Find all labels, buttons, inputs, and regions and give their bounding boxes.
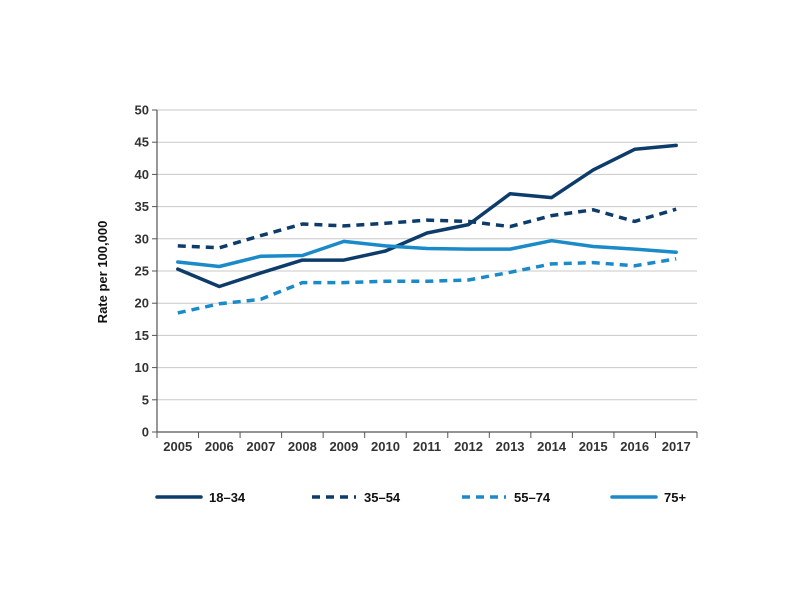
y-tick-label: 5 bbox=[142, 392, 149, 407]
x-tick-label: 2011 bbox=[413, 439, 441, 454]
legend-label-3: 55–74 bbox=[514, 490, 551, 505]
y-tick-label: 45 bbox=[135, 135, 149, 150]
y-tick-label: 40 bbox=[135, 167, 149, 182]
series-line-2 bbox=[177, 207, 677, 250]
y-tick-label: 50 bbox=[135, 103, 149, 118]
y-tick-label: 20 bbox=[135, 296, 149, 311]
y-tick-label: 15 bbox=[135, 328, 149, 343]
legend-label-4: 75+ bbox=[664, 490, 686, 505]
axes bbox=[152, 109, 698, 438]
legend-label-2: 35–54 bbox=[364, 490, 401, 505]
x-tick-label: 2013 bbox=[496, 439, 525, 454]
grid-lines bbox=[157, 109, 697, 401]
y-tick-label: 25 bbox=[135, 264, 149, 279]
x-tick-label: 2007 bbox=[246, 439, 275, 454]
y-tick-label: 0 bbox=[142, 425, 149, 440]
x-tick-label: 2006 bbox=[205, 439, 234, 454]
y-tick-label: 35 bbox=[135, 199, 149, 214]
x-tick-label: 2009 bbox=[329, 439, 358, 454]
x-tick-label: 2014 bbox=[537, 439, 567, 454]
x-tick-labels: 2005 2006 2007 2008 2009 2010 2011 2012 2013 2014… bbox=[163, 439, 690, 454]
x-tick-label: 2005 bbox=[163, 439, 192, 454]
x-tick-label: 2012 bbox=[454, 439, 483, 454]
series-line-4 bbox=[176, 238, 678, 269]
x-tick-label: 2010 bbox=[371, 439, 400, 454]
series-line-1 bbox=[176, 143, 678, 289]
x-tick-label: 2017 bbox=[662, 439, 691, 454]
series-line-3 bbox=[177, 257, 677, 315]
x-tick-label: 2015 bbox=[579, 439, 608, 454]
y-axis-label: Rate per 100,000 bbox=[95, 221, 110, 324]
y-tick-label: 30 bbox=[135, 231, 149, 246]
y-tick-label: 10 bbox=[135, 360, 149, 375]
y-tick-labels: 0 5 10 15 20 25 30 35 40 45 50 bbox=[135, 103, 149, 440]
legend-label-1: 18–34 bbox=[209, 490, 246, 505]
x-tick-label: 2016 bbox=[620, 439, 649, 454]
x-tick-label: 2008 bbox=[288, 439, 317, 454]
series-lines bbox=[176, 143, 678, 315]
legend: 18–34 35–54 55–74 75+ bbox=[155, 490, 686, 505]
